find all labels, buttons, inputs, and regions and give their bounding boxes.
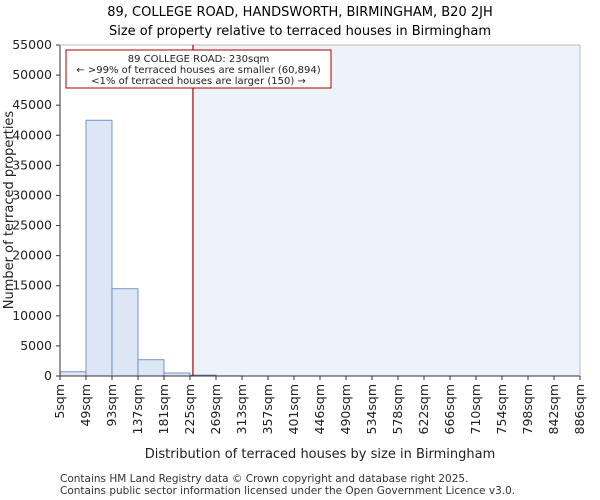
bar-49sqm xyxy=(85,119,113,377)
x-tick-label: 137sqm xyxy=(130,384,145,434)
x-tick-label: 313sqm xyxy=(234,384,249,434)
y-axis-label: Number of terraced properties xyxy=(2,111,17,310)
x-tick-label: 446sqm xyxy=(312,384,327,434)
footer-licence: Contains public sector information licen… xyxy=(60,485,516,497)
y-tick-label: 50000 xyxy=(12,67,52,82)
annotation-smaller: ← >99% of terraced houses are smaller (6… xyxy=(76,65,320,76)
y-tick-label: 35000 xyxy=(12,157,52,172)
annotation-box xyxy=(65,49,332,89)
x-tick-label: 754sqm xyxy=(494,384,509,434)
bar-93sqm xyxy=(111,288,139,377)
annotation-title: 89 COLLEGE ROAD: 230sqm xyxy=(128,54,270,65)
x-tick-label: 181sqm xyxy=(156,384,171,434)
chart-title: 89, COLLEGE ROAD, HANDSWORTH, BIRMINGHAM… xyxy=(107,5,493,20)
y-tick-label: 10000 xyxy=(12,308,52,323)
x-tick-label: 357sqm xyxy=(260,384,275,434)
x-tick-label: 490sqm xyxy=(338,384,353,434)
bar-5sqm xyxy=(59,371,87,377)
y-tick-label: 45000 xyxy=(12,97,52,112)
x-tick-label: 225sqm xyxy=(182,384,197,434)
x-tick-label: 710sqm xyxy=(468,384,483,434)
x-axis-label: Distribution of terraced houses by size … xyxy=(145,447,495,462)
footer-copyright: Contains HM Land Registry data © Crown c… xyxy=(60,473,469,485)
x-tick-label: 5sqm xyxy=(52,384,67,419)
x-tick-label: 93sqm xyxy=(104,384,119,427)
y-tick-label: 55000 xyxy=(12,37,52,52)
x-tick-label: 666sqm xyxy=(442,384,457,434)
y-tick-label: 30000 xyxy=(12,187,52,202)
y-tick-label: 15000 xyxy=(12,278,52,293)
x-tick-label: 401sqm xyxy=(286,384,301,434)
x-tick-label: 534sqm xyxy=(364,384,379,434)
x-tick-label: 49sqm xyxy=(78,384,93,427)
annotation-larger: <1% of terraced houses are larger (150) … xyxy=(91,76,306,87)
larger-region-shading xyxy=(192,45,581,376)
x-tick-label: 842sqm xyxy=(546,384,561,434)
x-tick-label: 622sqm xyxy=(416,384,431,434)
y-tick-label: 40000 xyxy=(12,127,52,142)
x-tick-label: 578sqm xyxy=(390,384,405,434)
x-tick-label: 269sqm xyxy=(208,384,223,434)
x-tick-label: 886sqm xyxy=(572,384,587,434)
y-tick-label: 25000 xyxy=(12,218,52,233)
y-tick-label: 20000 xyxy=(12,248,52,263)
chart-subtitle: Size of property relative to terraced ho… xyxy=(109,24,491,39)
y-tick-label: 0 xyxy=(44,368,52,383)
plot-area: 0 5000 10000 15000 20000 25000 30000 35000 40000… xyxy=(12,37,587,434)
x-tick-label: 798sqm xyxy=(520,384,535,434)
bar-137sqm xyxy=(137,359,165,377)
y-tick-label: 5000 xyxy=(20,338,52,353)
